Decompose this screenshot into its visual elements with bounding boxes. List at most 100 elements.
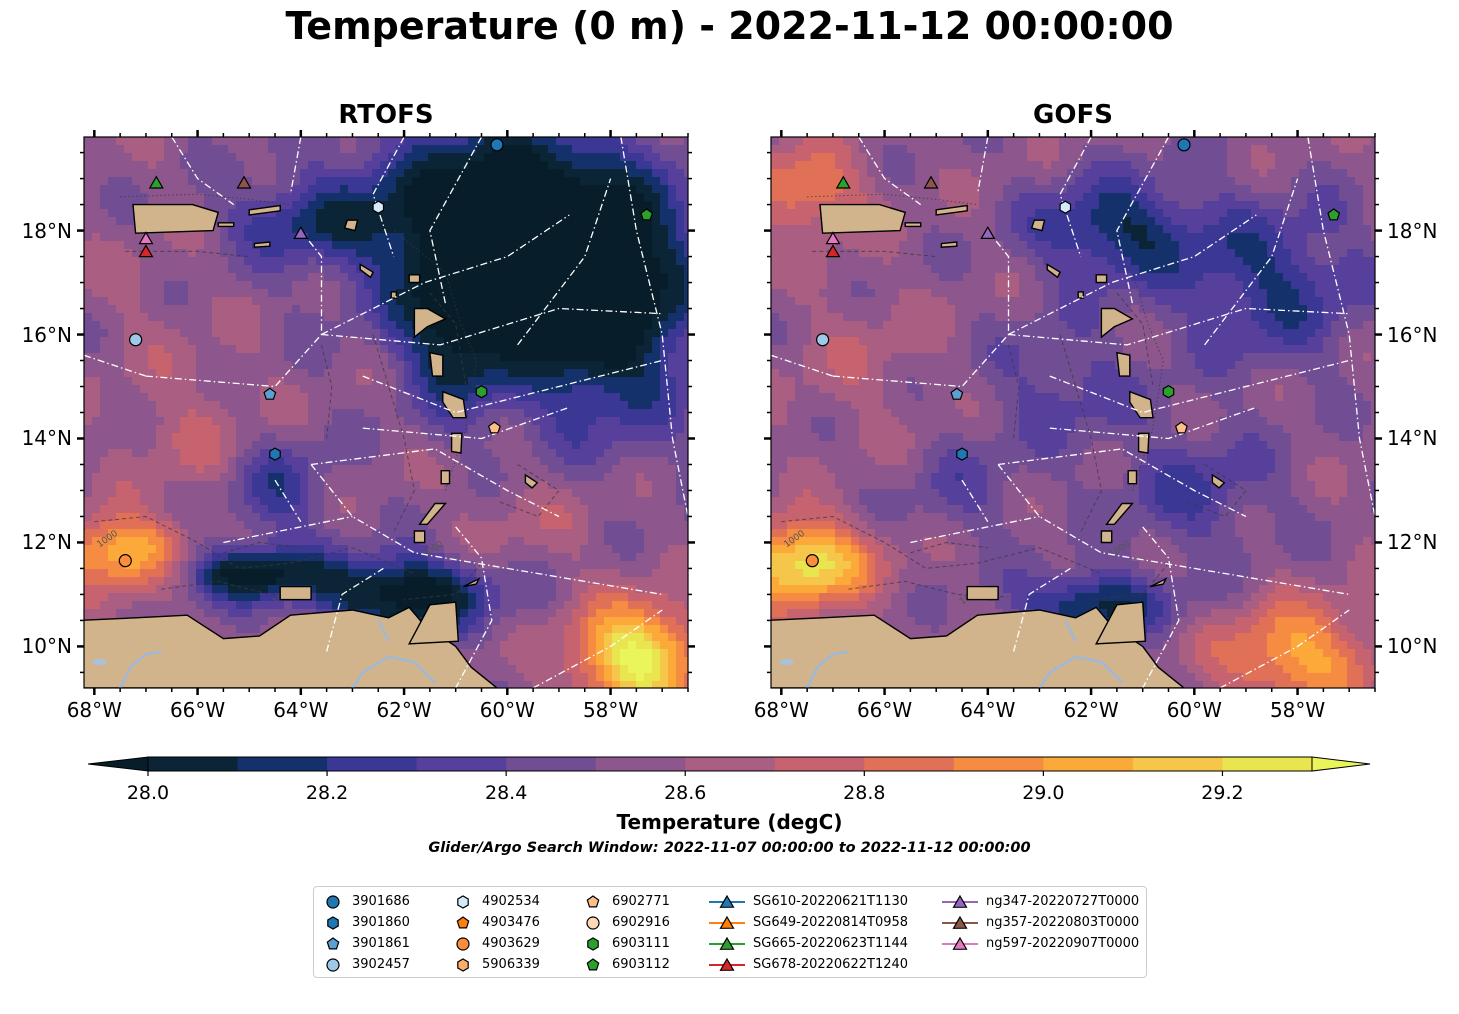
land-st-vincent: [1127, 470, 1138, 485]
rtofs-y-tick-label: 14°N: [21, 426, 72, 451]
land-trinidad: [1095, 601, 1147, 645]
land-virgin-islands: [248, 204, 281, 216]
land-bonaire: [771, 528, 772, 533]
legend-item: SG665-20220623T1144: [709, 933, 908, 954]
eez-boundary: [858, 137, 922, 206]
land-montserrat: [1077, 291, 1084, 299]
colorbar-bin: [237, 757, 328, 771]
legend-item: SG678-20220622T1240: [709, 954, 908, 975]
marker-6903111: [1162, 385, 1175, 399]
contour-1000m: [223, 541, 301, 554]
eez-boundary: [1307, 137, 1375, 517]
land-bonaire: [84, 528, 85, 533]
land-curacao: [722, 522, 745, 540]
legend-marker: [456, 936, 470, 951]
rtofs-x-tick-label: 64°W: [273, 698, 329, 722]
colorbar: [87, 756, 1371, 776]
colorbar-bin: [774, 757, 865, 771]
marker-ng597-20220907T0000: [138, 231, 154, 245]
land-st-lucia: [1137, 432, 1150, 454]
legend-item: ng357-20220803T0000: [942, 912, 1139, 933]
lake: [92, 659, 107, 666]
gofs-y-tick-label: 12°N: [1387, 530, 1438, 555]
land-tobago: [463, 577, 481, 588]
colorbar-bin: [327, 757, 418, 771]
eez-boundary: [362, 359, 663, 414]
chart-title: Temperature (0 m) - 2022-11-12 00:00:00: [285, 4, 1174, 48]
rtofs-x-tick-label: 60°W: [479, 698, 535, 722]
legend-column: 6902771 6902916 6903111 6903112: [582, 891, 670, 975]
colorbar-bin: [506, 757, 597, 771]
rtofs-x-tick-label: 62°W: [376, 698, 432, 722]
marker-6902771: [487, 421, 501, 434]
legend-label: SG649-20220814T0958: [753, 915, 909, 930]
colorbar-bin: [1132, 757, 1223, 771]
legend-swatch: [326, 957, 340, 972]
contour-1000m: [910, 541, 988, 554]
legend-marker: [457, 957, 469, 972]
legend-item: ng597-20220907T0000: [942, 933, 1139, 954]
marker-3902457: [129, 333, 143, 347]
legend-marker: [719, 936, 735, 950]
legend-marker: [457, 894, 469, 909]
search-window-caption: Glider/Argo Search Window: 2022-11-07 00…: [428, 840, 1031, 856]
legend-swatch: [587, 936, 599, 951]
colorbar-label: Temperature (degC): [616, 810, 843, 834]
marker-ng597-20220907T0000: [825, 231, 841, 245]
land-margarita: [966, 585, 999, 601]
land-dominica: [1116, 351, 1131, 377]
colorbar-bin: [1043, 757, 1134, 771]
marker-4903629: [805, 554, 819, 568]
river: [118, 650, 162, 688]
land-trinidad: [408, 601, 460, 645]
colorbar-bin: [148, 757, 239, 771]
rtofs-y-tick-label: 12°N: [21, 530, 72, 555]
legend-label: 6902916: [612, 915, 670, 930]
legend-item: 3901860: [322, 912, 410, 933]
marker-SG678-20220622T1240: [138, 244, 154, 258]
legend-marker: [326, 894, 340, 909]
marker-ng347-20220727T0000: [293, 226, 309, 240]
colorbar-bin: [1222, 757, 1313, 771]
gofs-x-tick-label: 68°W: [753, 698, 809, 722]
contour-1000m: [496, 464, 560, 518]
land-st-croix: [940, 241, 958, 248]
colorbar-tick-label: 28.0: [126, 782, 170, 804]
rtofs-x-tick-label: 68°W: [66, 698, 122, 722]
legend-item: ng347-20220727T0000: [942, 891, 1139, 912]
land-south-america-coast: [771, 606, 1186, 688]
legend-label: ng347-20220727T0000: [986, 894, 1140, 909]
eez-boundary: [311, 448, 560, 518]
land-barbados: [524, 473, 539, 489]
colorbar-frame: [147, 756, 1313, 772]
colorbar-extend-low: [87, 756, 149, 772]
legend-marker: [326, 957, 340, 972]
legend-item: 3901686: [322, 891, 410, 912]
legend-swatch: [709, 936, 745, 950]
marker-3901860: [956, 447, 968, 461]
eez-boundary: [289, 137, 302, 195]
land-virgin-islands: [935, 204, 968, 216]
legend-label: ng597-20220907T0000: [986, 936, 1140, 951]
legend-label: SG610-20220621T1130: [753, 894, 909, 909]
marker-ng357-20220803T0000: [923, 175, 939, 189]
eez-boundary: [325, 567, 384, 652]
marker-6903112: [1327, 208, 1341, 221]
marker-6903112: [640, 208, 654, 221]
eez-boundary: [1008, 307, 1350, 346]
legend-swatch: [586, 915, 600, 930]
legend-label: 3901861: [352, 936, 410, 951]
marker-6902771: [1174, 421, 1188, 434]
legend-item: 6903112: [582, 954, 670, 975]
land-st-kitts: [1046, 263, 1062, 279]
land-puerto-rico: [819, 203, 907, 234]
legend-swatch: [456, 915, 470, 928]
eez-boundary: [362, 406, 570, 440]
marker-SG665-20220623T1144: [148, 175, 164, 189]
marker-ng347-20220727T0000: [980, 226, 996, 240]
temperature-field: [84, 137, 688, 688]
land-margarita: [279, 585, 312, 601]
legend-item: 6903111: [582, 933, 670, 954]
rtofs-x-tick-label: 58°W: [582, 698, 639, 722]
